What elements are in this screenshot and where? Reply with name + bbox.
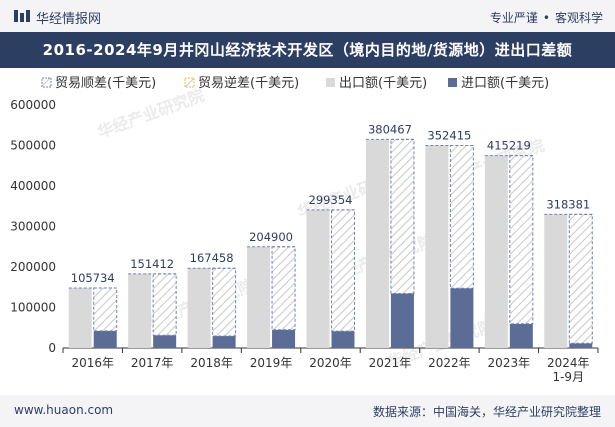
x-tick-label: 2017年 [131,356,174,370]
surplus-bar [509,155,534,325]
surplus-data-label: 299354 [309,193,353,207]
legend-swatch-export [326,78,335,87]
import-bar [272,329,296,348]
website-url[interactable]: www.huaon.com [14,403,114,417]
surplus-data-label: 105734 [71,271,115,285]
import-bar [93,330,117,348]
data-source: 数据来源：中国海关，华经产业研究院整理 [372,405,601,419]
huajing-logo-icon [14,10,30,22]
surplus-bar [271,246,296,331]
surplus-bar [152,273,177,336]
legend-label: 贸易逆差(千美元) [198,75,299,91]
y-tick-label: 300000 [10,220,56,234]
surplus-bar [331,209,355,332]
bar-chart: 华经产业研究院华经产业研究院华经产业研究院华经产业研究院华经产业研究院华经产业研… [10,75,599,384]
y-tick-label: 0 [48,341,56,355]
footer-bar: www.huaon.com 数据来源：中国海关，华经产业研究院整理 [0,395,615,427]
export-bar [425,145,449,348]
brand-name: 华经情报网 [36,12,102,27]
x-tick-label: 2022年 [428,356,471,370]
surplus-bar [212,267,237,337]
export-bar [365,139,389,348]
slogan-right: 客观科学 [554,11,603,25]
surplus-data-label: 151412 [130,257,174,271]
import-bar [212,336,236,348]
import-bar [569,343,593,348]
surplus-bar [449,145,474,289]
x-tick-label: 2023年 [488,356,531,370]
y-tick-label: 500000 [10,139,56,153]
export-bar [306,209,330,348]
slogan-separator: • [542,11,550,25]
y-tick-label: 400000 [10,179,56,193]
legend-label: 进口额(千美元) [461,76,549,91]
x-tick-label: 2024年 [547,356,590,370]
import-bar [509,323,533,348]
y-tick-label: 100000 [10,301,56,315]
import-bar [450,288,474,348]
slogan: 专业严谨 • 客观科学 [490,9,603,26]
export-bar [544,214,568,348]
x-tick-label: 1-9月 [552,370,584,384]
y-tick-label: 600000 [10,98,56,112]
x-tick-label: 2020年 [309,356,352,370]
export-bar [247,246,271,348]
surplus-data-label: 352415 [427,129,471,143]
import-bar [331,331,355,348]
legend-label: 出口额(千美元) [339,76,427,91]
surplus-bar [93,287,118,332]
title-bar: 2016-2024年9月井冈山经济技术开发区（境内目的地/货源地）进出口差额 [0,32,615,68]
surplus-data-label: 380467 [368,122,412,136]
surplus-bar [568,213,593,344]
import-bar [390,293,414,348]
export-bar [128,273,152,348]
surplus-data-label: 318381 [546,197,590,211]
legend-swatch-import [448,78,457,87]
watermark-text: 华经产业研究院 [95,86,207,142]
chart-title: 2016-2024年9月井冈山经济技术开发区（境内目的地/货源地）进出口差额 [42,41,573,59]
import-bar [153,335,177,348]
slogan-left: 专业严谨 [489,11,538,25]
surplus-bar [390,138,415,295]
legend-swatch-deficit [184,77,195,88]
x-tick-label: 2018年 [190,356,233,370]
surplus-data-label: 167458 [190,251,234,265]
export-bar [68,288,92,348]
surplus-data-label: 415219 [487,139,531,153]
legend-label: 贸易顺差(千美元) [55,76,156,91]
legend-swatch-surplus [41,77,52,88]
x-tick-label: 2021年 [369,356,412,370]
top-bar: 华经情报网 专业严谨 • 客观科学 [0,0,615,32]
export-bar [484,155,508,348]
y-tick-label: 200000 [10,260,56,274]
x-tick-label: 2016年 [71,356,114,370]
surplus-data-label: 204900 [249,230,293,244]
export-bar [187,268,211,348]
x-tick-label: 2019年 [250,356,293,370]
